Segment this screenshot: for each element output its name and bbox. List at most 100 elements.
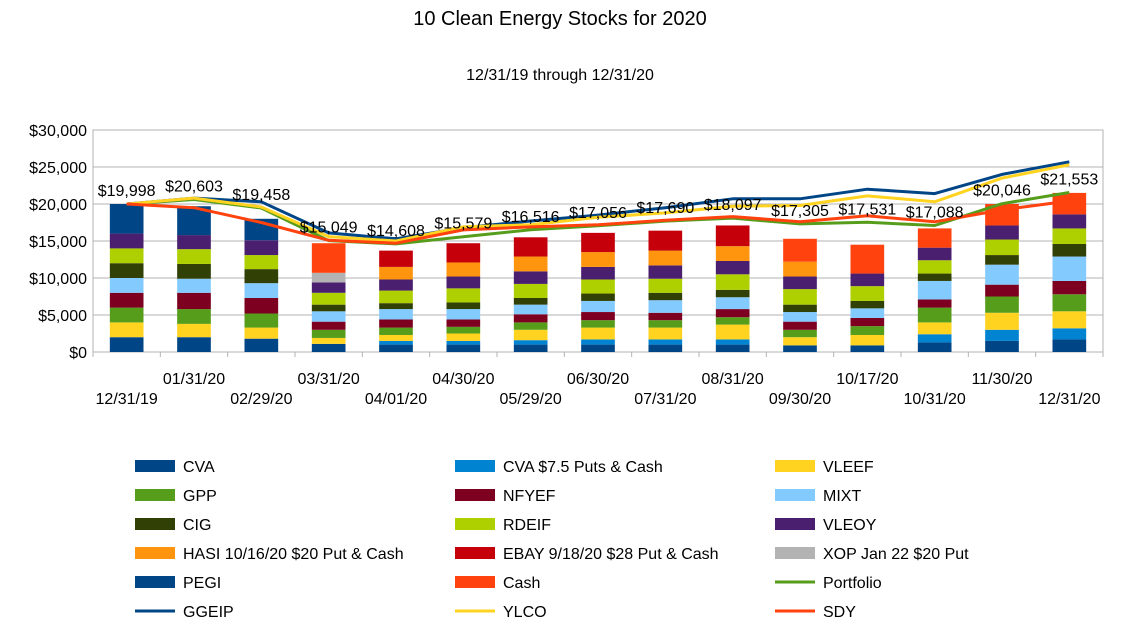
- bar-segment: [648, 278, 683, 293]
- bar-segment: [715, 344, 750, 352]
- bar-segment: [177, 249, 211, 264]
- bar-segment: [513, 271, 548, 284]
- data-labels: $19,998 $20,603 $19,458 $15,049 $14,608 $15,5…: [98, 172, 1099, 240]
- bar-segment: [311, 243, 346, 273]
- x-tick-label: 10/31/20: [904, 391, 966, 408]
- data-label: $17,088: [906, 205, 964, 222]
- legend-label: CVA: [183, 459, 215, 476]
- legend-swatch: [135, 460, 175, 472]
- bar-segment: [311, 282, 346, 293]
- data-label: $20,046: [973, 183, 1031, 200]
- bar-segment: [311, 321, 346, 330]
- bar-segment: [985, 255, 1019, 265]
- y-tick-label: $30,000: [29, 123, 87, 140]
- legend-label: MIXT: [823, 488, 861, 505]
- legend-swatch: [135, 547, 175, 559]
- bar-segment: [244, 313, 279, 328]
- bar-segment: [715, 246, 750, 261]
- bar-segment: [648, 300, 683, 313]
- bar-segment: [446, 326, 481, 334]
- bar-segment: [1052, 243, 1087, 257]
- legend-swatch: [455, 460, 495, 472]
- bar-segment: [109, 337, 144, 352]
- bar-segment: [513, 237, 548, 257]
- bar-segment: [513, 304, 548, 315]
- bar-segment: [648, 230, 683, 251]
- series-line: [126, 160, 1070, 241]
- legend-swatch: [455, 576, 495, 588]
- legend-swatch: [455, 547, 495, 559]
- bar-segment: [1052, 192, 1087, 215]
- bar-segment: [850, 345, 885, 352]
- bar-segment: [783, 312, 817, 322]
- legend-swatch: [135, 489, 175, 501]
- bar-segment: [985, 340, 1019, 352]
- bar-segment: [917, 260, 952, 274]
- bar-segment: [648, 312, 683, 321]
- bar-segment: [783, 329, 817, 338]
- bar-segment: [850, 334, 885, 346]
- bar-segment: [109, 204, 144, 234]
- y-tick-label: $5,000: [38, 308, 87, 325]
- data-label: $14,608: [367, 223, 425, 240]
- bars: [109, 192, 1087, 352]
- legend-swatch: [455, 489, 495, 501]
- bar-segment: [311, 329, 346, 338]
- bar-segment: [715, 274, 750, 290]
- bar-segment: [379, 250, 413, 267]
- bar-segment: [446, 340, 481, 345]
- bar-segment: [244, 255, 279, 270]
- bar-segment: [581, 279, 615, 294]
- bar-segment: [581, 252, 615, 267]
- bar-segment: [379, 303, 413, 310]
- bar-segment: [311, 337, 346, 344]
- bar-segment: [379, 334, 413, 341]
- x-tick-label: 11/30/20: [971, 371, 1032, 388]
- bar-segment: [985, 296, 1019, 313]
- legend-label: EBAY 9/18/20 $28 Put & Cash: [503, 546, 719, 563]
- series-line: [126, 163, 1070, 243]
- bar-segment: [581, 266, 615, 280]
- legend-label: YLCO: [503, 604, 547, 621]
- bar-segment: [177, 337, 211, 352]
- bar-segment: [715, 297, 750, 310]
- bar-segment: [109, 263, 144, 278]
- x-axis: 12/31/19 01/31/20 02/29/20 03/31/20 04/01/20…: [92, 352, 1104, 408]
- x-tick-label: 07/31/20: [634, 391, 696, 408]
- x-tick-label: 08/31/20: [702, 371, 764, 388]
- data-label: $17,056: [569, 205, 627, 222]
- bar-segment: [581, 339, 615, 345]
- bar-segment: [446, 302, 481, 310]
- bar-segment: [850, 244, 885, 274]
- data-label: $21,553: [1040, 172, 1098, 189]
- legend-label: HASI 10/16/20 $20 Put & Cash: [183, 546, 404, 563]
- x-tick-label: 06/30/20: [567, 371, 629, 388]
- bar-segment: [783, 289, 817, 305]
- bar-segment: [917, 299, 952, 308]
- bar-segment: [379, 279, 413, 291]
- bar-segment: [311, 304, 346, 312]
- legend-label: SDY: [823, 604, 856, 621]
- bar-segment: [581, 320, 615, 328]
- legend-label: CIG: [183, 517, 211, 534]
- bar-segment: [244, 240, 279, 256]
- x-tick-label: 03/31/20: [298, 371, 360, 388]
- bar-segment: [1052, 214, 1087, 229]
- x-tick-label: 01/31/20: [163, 371, 225, 388]
- bar-segment: [513, 297, 548, 305]
- bar-segment: [379, 319, 413, 328]
- bar-segment: [177, 323, 211, 338]
- bar-segment: [311, 343, 346, 352]
- bar-segment: [379, 344, 413, 352]
- bar-segment: [917, 247, 952, 261]
- bar-segment: [783, 304, 817, 313]
- data-label: $20,603: [165, 179, 223, 196]
- bar-segment: [648, 292, 683, 301]
- legend-swatch: [135, 518, 175, 530]
- bar-segment: [648, 327, 683, 340]
- legend-label: Portfolio: [823, 575, 882, 592]
- bar-segment: [446, 288, 481, 303]
- bar-segment: [783, 276, 817, 290]
- bar-segment: [379, 266, 413, 280]
